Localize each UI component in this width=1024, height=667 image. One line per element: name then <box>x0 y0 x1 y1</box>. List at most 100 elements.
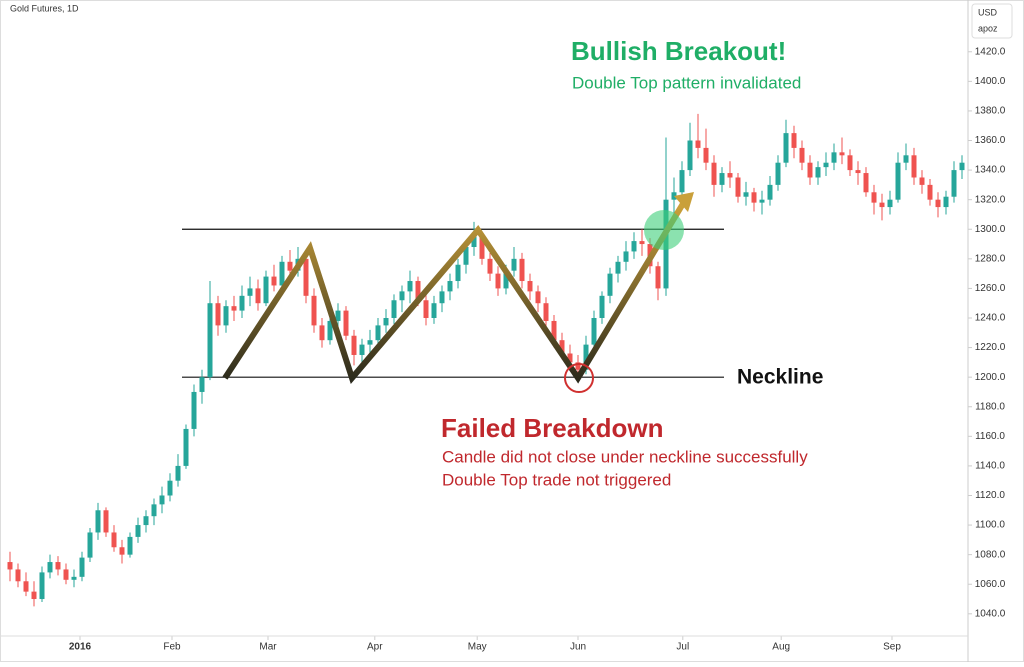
candle-body <box>263 276 269 304</box>
candle-body <box>751 192 757 203</box>
annotation-text: Double Top trade not triggered <box>442 470 671 489</box>
candle-body <box>143 516 149 526</box>
candle-body <box>959 162 965 171</box>
annotation-title: Bullish Breakout! <box>571 36 786 66</box>
candle-body <box>47 562 53 573</box>
candle-body <box>119 547 125 555</box>
candle-body <box>559 340 565 354</box>
candle-body <box>671 192 677 200</box>
candle-body <box>943 196 949 208</box>
y-tick-label: 1040.0 <box>975 608 1006 619</box>
candle-body <box>351 335 357 355</box>
candle-body <box>503 270 509 289</box>
candle-body <box>319 325 325 341</box>
candle-body <box>551 320 557 341</box>
candle-body <box>887 199 893 208</box>
y-tick-label: 1400.0 <box>975 76 1006 87</box>
candle-body <box>239 295 245 311</box>
candle-body <box>103 510 109 533</box>
x-tick-label: 2016 <box>69 642 92 653</box>
currency: USD <box>978 7 998 17</box>
candle-body <box>255 288 261 304</box>
candle-body <box>879 202 885 208</box>
candle-body <box>287 261 293 271</box>
candle-body <box>423 300 429 318</box>
candle-body <box>855 170 861 174</box>
candle-body <box>399 291 405 301</box>
x-tick-label: Feb <box>163 642 181 653</box>
candle-body <box>175 465 181 481</box>
candle-body <box>543 303 549 321</box>
y-tick-label: 1180.0 <box>975 401 1005 412</box>
candle-body <box>191 391 197 429</box>
candle-body <box>767 184 773 200</box>
candle-body <box>495 273 501 289</box>
arrow-head <box>674 192 694 212</box>
currency-box <box>971 3 1013 39</box>
candle-body <box>743 192 749 197</box>
candle-body <box>247 288 253 296</box>
candle-body <box>903 155 909 163</box>
candle-body <box>935 199 941 208</box>
candle-body <box>591 318 597 345</box>
candle-body <box>343 310 349 336</box>
candle-body <box>535 291 541 304</box>
candle-body <box>311 295 317 326</box>
y-tick-label: 1140.0 <box>975 461 1005 472</box>
y-tick-label: 1260.0 <box>975 283 1006 294</box>
candle-body <box>799 147 805 163</box>
candle-body <box>871 192 877 203</box>
y-tick-label: 1100.0 <box>975 520 1005 531</box>
candle-body <box>71 576 77 580</box>
candle-body <box>631 241 637 252</box>
candle-body <box>151 504 157 517</box>
candle-body <box>687 140 693 171</box>
candle-body <box>327 320 333 341</box>
candle-body <box>439 291 445 304</box>
candle-body <box>39 572 45 600</box>
candle-body <box>303 258 309 296</box>
candle-body <box>279 261 285 286</box>
candle-body <box>951 170 957 197</box>
candle-body <box>607 273 613 296</box>
x-tick-label: Jun <box>570 642 586 653</box>
x-tick-label: Apr <box>367 642 383 653</box>
level-label: Neckline <box>737 366 823 389</box>
candle-body <box>79 557 85 577</box>
candle-body <box>31 591 37 600</box>
candle-body <box>55 562 61 570</box>
y-tick-label: 1080.0 <box>975 549 1006 560</box>
y-tick-label: 1120.0 <box>975 490 1005 501</box>
y-tick-label: 1380.0 <box>975 106 1006 117</box>
candle-body <box>199 377 205 392</box>
candle-body <box>823 162 829 168</box>
unit-label: apoz <box>978 23 998 33</box>
candle-body <box>367 340 373 345</box>
candle-body <box>167 480 173 496</box>
candle-body <box>271 276 277 286</box>
candle-body <box>655 266 661 289</box>
candle-body <box>567 353 573 363</box>
candle-body <box>695 140 701 148</box>
candle-body <box>215 303 221 326</box>
y-tick-label: 1160.0 <box>975 431 1005 442</box>
candle-body <box>527 281 533 292</box>
candle-body <box>471 236 477 248</box>
candle-body <box>335 310 341 321</box>
candle-body <box>759 199 765 203</box>
candle-body <box>375 325 381 341</box>
candle-body <box>159 495 165 505</box>
candle-body <box>183 428 189 466</box>
candle-body <box>447 281 453 292</box>
candle-body <box>735 177 741 197</box>
candle-body <box>895 162 901 200</box>
x-tick-label: Mar <box>259 642 277 653</box>
candle-body <box>623 251 629 262</box>
y-tick-label: 1200.0 <box>975 372 1006 383</box>
annotation-title: Failed Breakdown <box>441 413 664 443</box>
y-tick-label: 1300.0 <box>975 224 1006 235</box>
x-tick-label: Aug <box>772 642 790 653</box>
candle-body <box>791 133 797 148</box>
candle-body <box>831 152 837 163</box>
